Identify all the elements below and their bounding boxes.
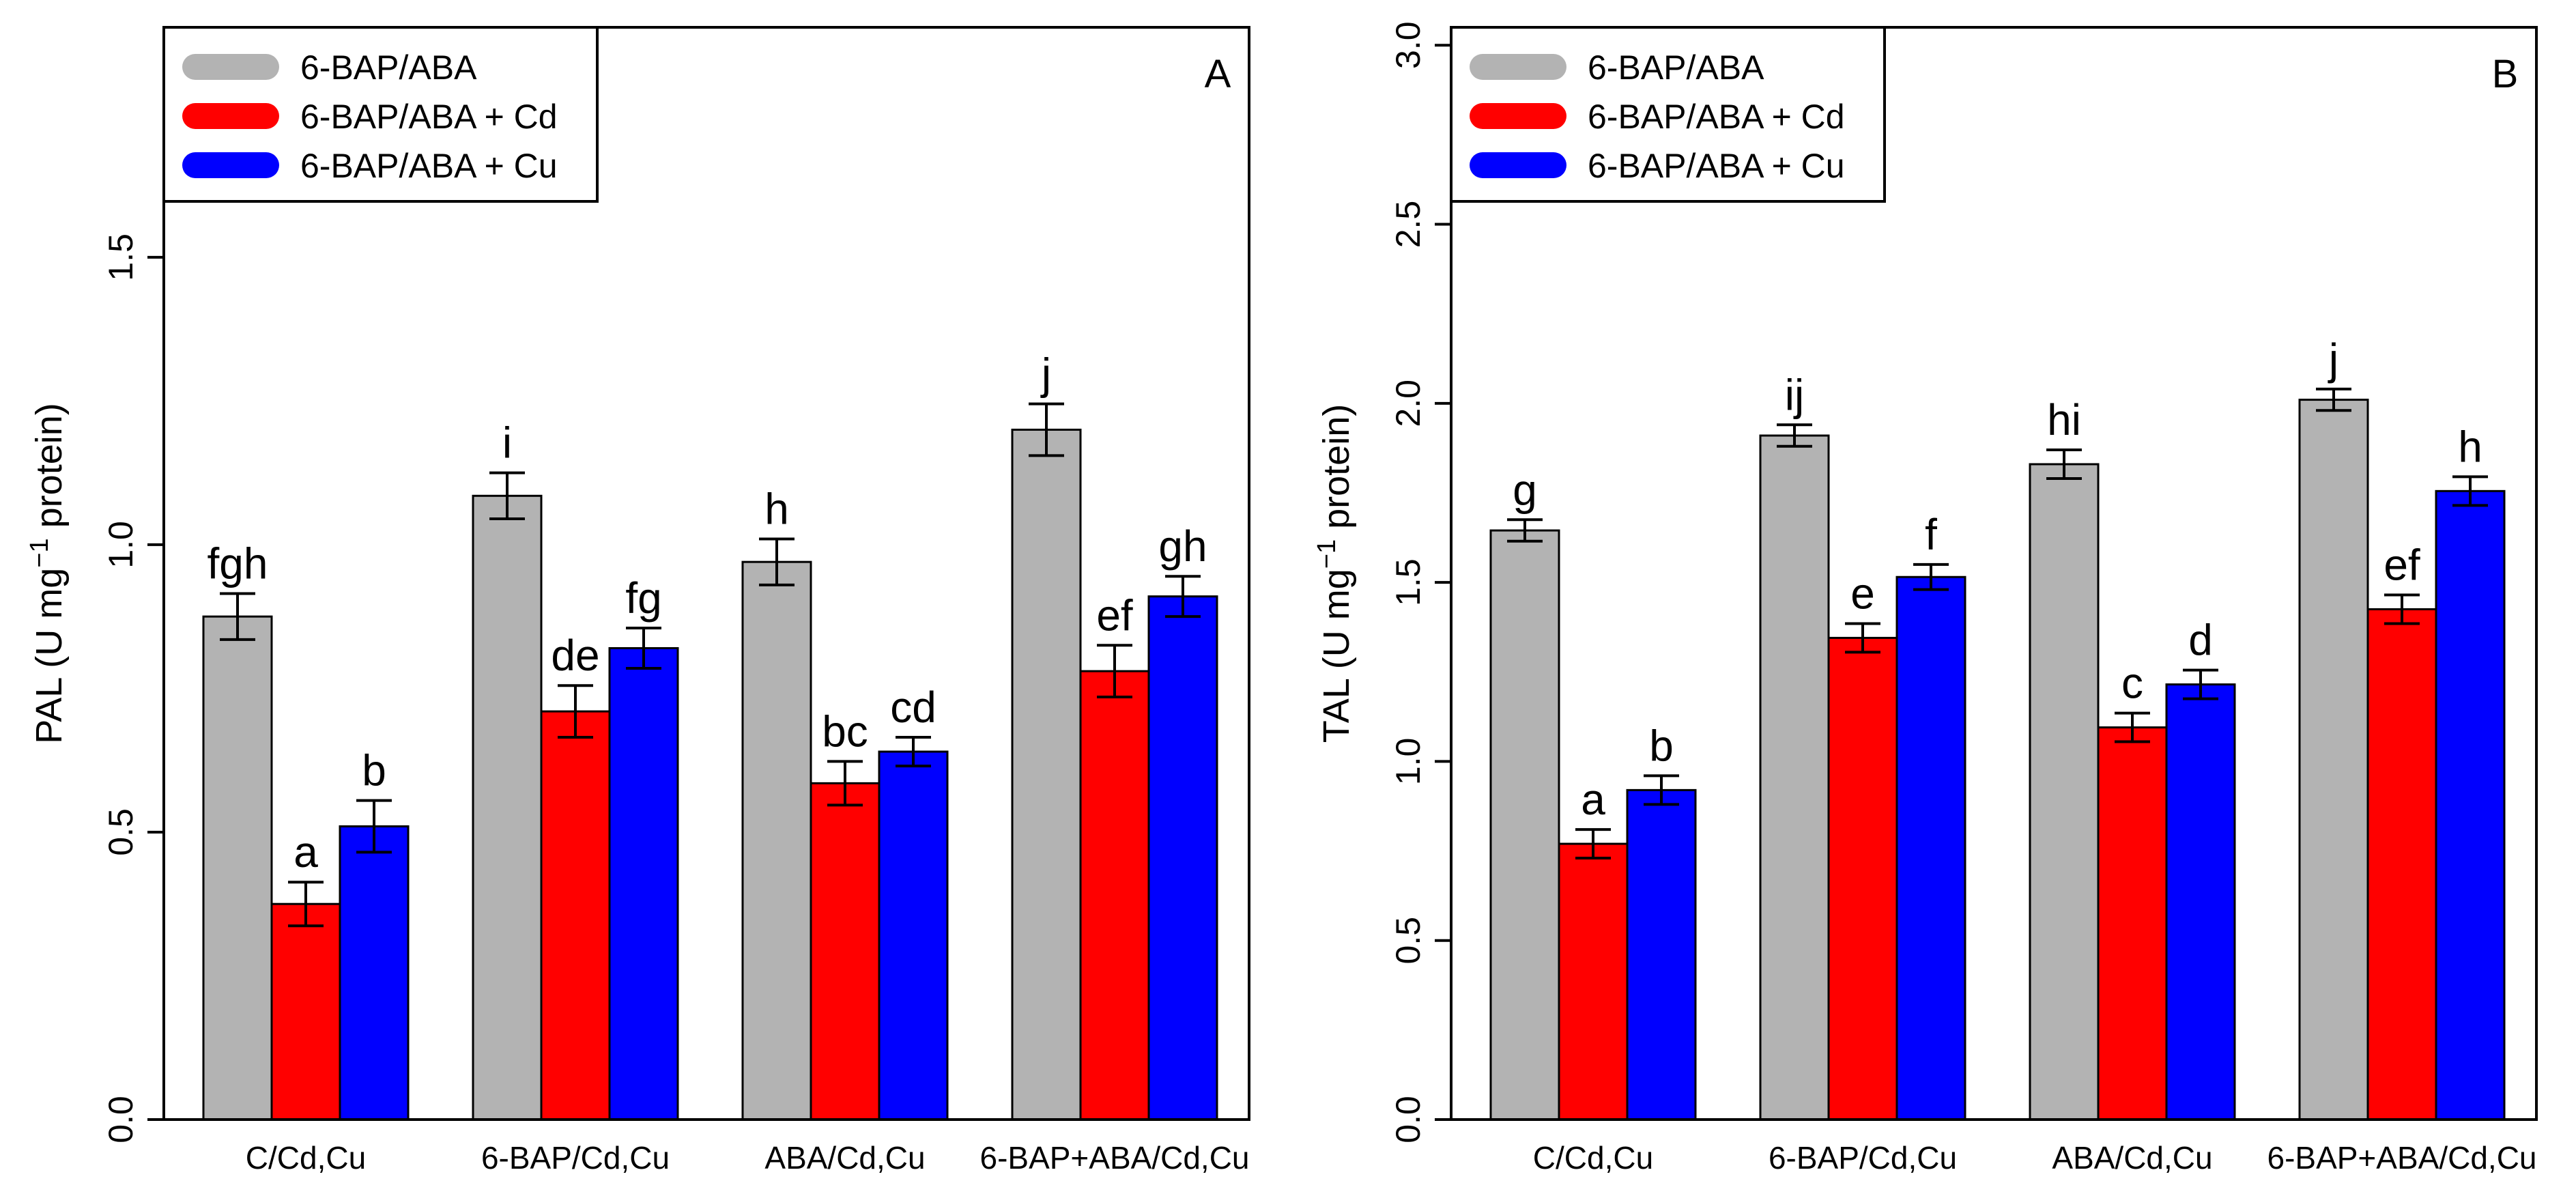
x-tick-label: 6-BAP+ABA/Cd,Cu xyxy=(2267,1140,2536,1176)
y-tick-label: 0.0 xyxy=(1389,1096,1427,1143)
legend-entry: 6-BAP/ABA + Cd xyxy=(300,98,558,136)
panel-label: A xyxy=(1205,52,1231,96)
x-tick-label: 6-BAP+ABA/Cd,Cu xyxy=(979,1140,1249,1176)
significance-label: bc xyxy=(822,707,868,756)
bar xyxy=(1827,636,1898,1121)
y-tick-label: 0.5 xyxy=(102,808,140,856)
significance-label: a xyxy=(1581,775,1605,824)
x-tick-label: 6-BAP/Cd,Cu xyxy=(1769,1140,1957,1176)
significance-label: j xyxy=(2328,334,2338,384)
bar xyxy=(1489,529,1560,1121)
bar xyxy=(2366,608,2437,1121)
bar xyxy=(810,782,881,1121)
bar xyxy=(472,494,543,1121)
significance-label: f xyxy=(1925,510,1937,559)
bar xyxy=(339,825,410,1121)
significance-label: j xyxy=(1040,350,1051,399)
bar xyxy=(608,646,679,1121)
y-tick-label: 1.5 xyxy=(1389,558,1427,606)
bar xyxy=(2097,726,2168,1121)
significance-label: h xyxy=(764,484,789,533)
bar xyxy=(270,902,341,1121)
significance-label: d xyxy=(2188,616,2213,665)
y-tick-label: 2.0 xyxy=(1389,380,1427,427)
y-tick-label: 1.0 xyxy=(1389,738,1427,786)
x-tick-label: 6-BAP/Cd,Cu xyxy=(481,1140,670,1176)
significance-label: b xyxy=(362,746,386,795)
significance-label: e xyxy=(1850,569,1875,618)
y-tick-label: 1.5 xyxy=(102,233,140,281)
significance-label: fg xyxy=(625,573,661,623)
bar xyxy=(202,615,273,1121)
bar xyxy=(540,710,611,1121)
significance-label: g xyxy=(1513,465,1537,514)
bar xyxy=(1147,595,1218,1121)
significance-label: cd xyxy=(890,683,936,732)
bar xyxy=(1011,428,1082,1121)
x-tick-label: C/Cd,Cu xyxy=(1533,1140,1653,1176)
legend-entry: 6-BAP/ABA + Cd xyxy=(1588,98,1845,136)
significance-label: b xyxy=(1649,721,1674,770)
legend-entry: 6-BAP/ABA + Cu xyxy=(1588,147,1845,185)
plot-frame xyxy=(162,26,1250,1121)
bar xyxy=(1079,670,1150,1121)
plot-frame xyxy=(1450,26,2538,1121)
significance-label: c xyxy=(2121,659,2143,708)
legend-entry: 6-BAP/ABA xyxy=(300,48,477,87)
y-tick-label: 2.5 xyxy=(1389,201,1427,248)
significance-label: gh xyxy=(1158,522,1207,571)
y-tick-label: 0.5 xyxy=(1389,917,1427,965)
significance-label: ef xyxy=(2384,540,2420,589)
bar xyxy=(878,750,949,1121)
y-axis-label: PAL (U mg−1 protein) xyxy=(25,403,70,744)
bar xyxy=(2298,399,2369,1121)
significance-label: i xyxy=(502,418,512,468)
y-tick-label: 3.0 xyxy=(1389,21,1427,69)
significance-label: de xyxy=(551,631,599,680)
bar xyxy=(1759,434,1830,1121)
bar xyxy=(741,560,812,1121)
significance-label: h xyxy=(2458,422,2482,471)
legend-entry: 6-BAP/ABA xyxy=(1588,48,1764,87)
significance-label: fgh xyxy=(207,539,268,588)
y-tick-label: 1.0 xyxy=(102,521,140,569)
y-tick-label: 0.0 xyxy=(102,1096,140,1143)
legend-entry: 6-BAP/ABA + Cu xyxy=(300,147,558,185)
panel-a: fgh i h j a de bc ef b fg cd gh 0.0 0.5 1.0 1.5 PAL (U m… xyxy=(25,26,1250,1176)
significance-label: hi xyxy=(2047,395,2081,444)
panel-label: B xyxy=(2492,52,2519,96)
x-tick-label: ABA/Cd,Cu xyxy=(764,1140,925,1176)
bar xyxy=(1558,842,1629,1121)
x-tick-label: ABA/Cd,Cu xyxy=(2052,1140,2212,1176)
y-axis-label: TAL (U mg−1 protein) xyxy=(1313,404,1357,743)
significance-label: ij xyxy=(1785,370,1804,419)
bar xyxy=(1626,788,1697,1121)
bar xyxy=(2435,489,2506,1121)
x-tick-label: C/Cd,Cu xyxy=(246,1140,366,1176)
significance-label: ef xyxy=(1096,590,1133,640)
bar xyxy=(2029,463,2100,1121)
significance-label: a xyxy=(294,827,318,877)
panel-b: g ij hi j a e c ef b f d h 0.0 0.5 1.0 1.5 2.0 2.5 3.0 TAL … xyxy=(1313,21,2538,1176)
bar xyxy=(1895,575,1966,1121)
bar xyxy=(2165,683,2236,1121)
